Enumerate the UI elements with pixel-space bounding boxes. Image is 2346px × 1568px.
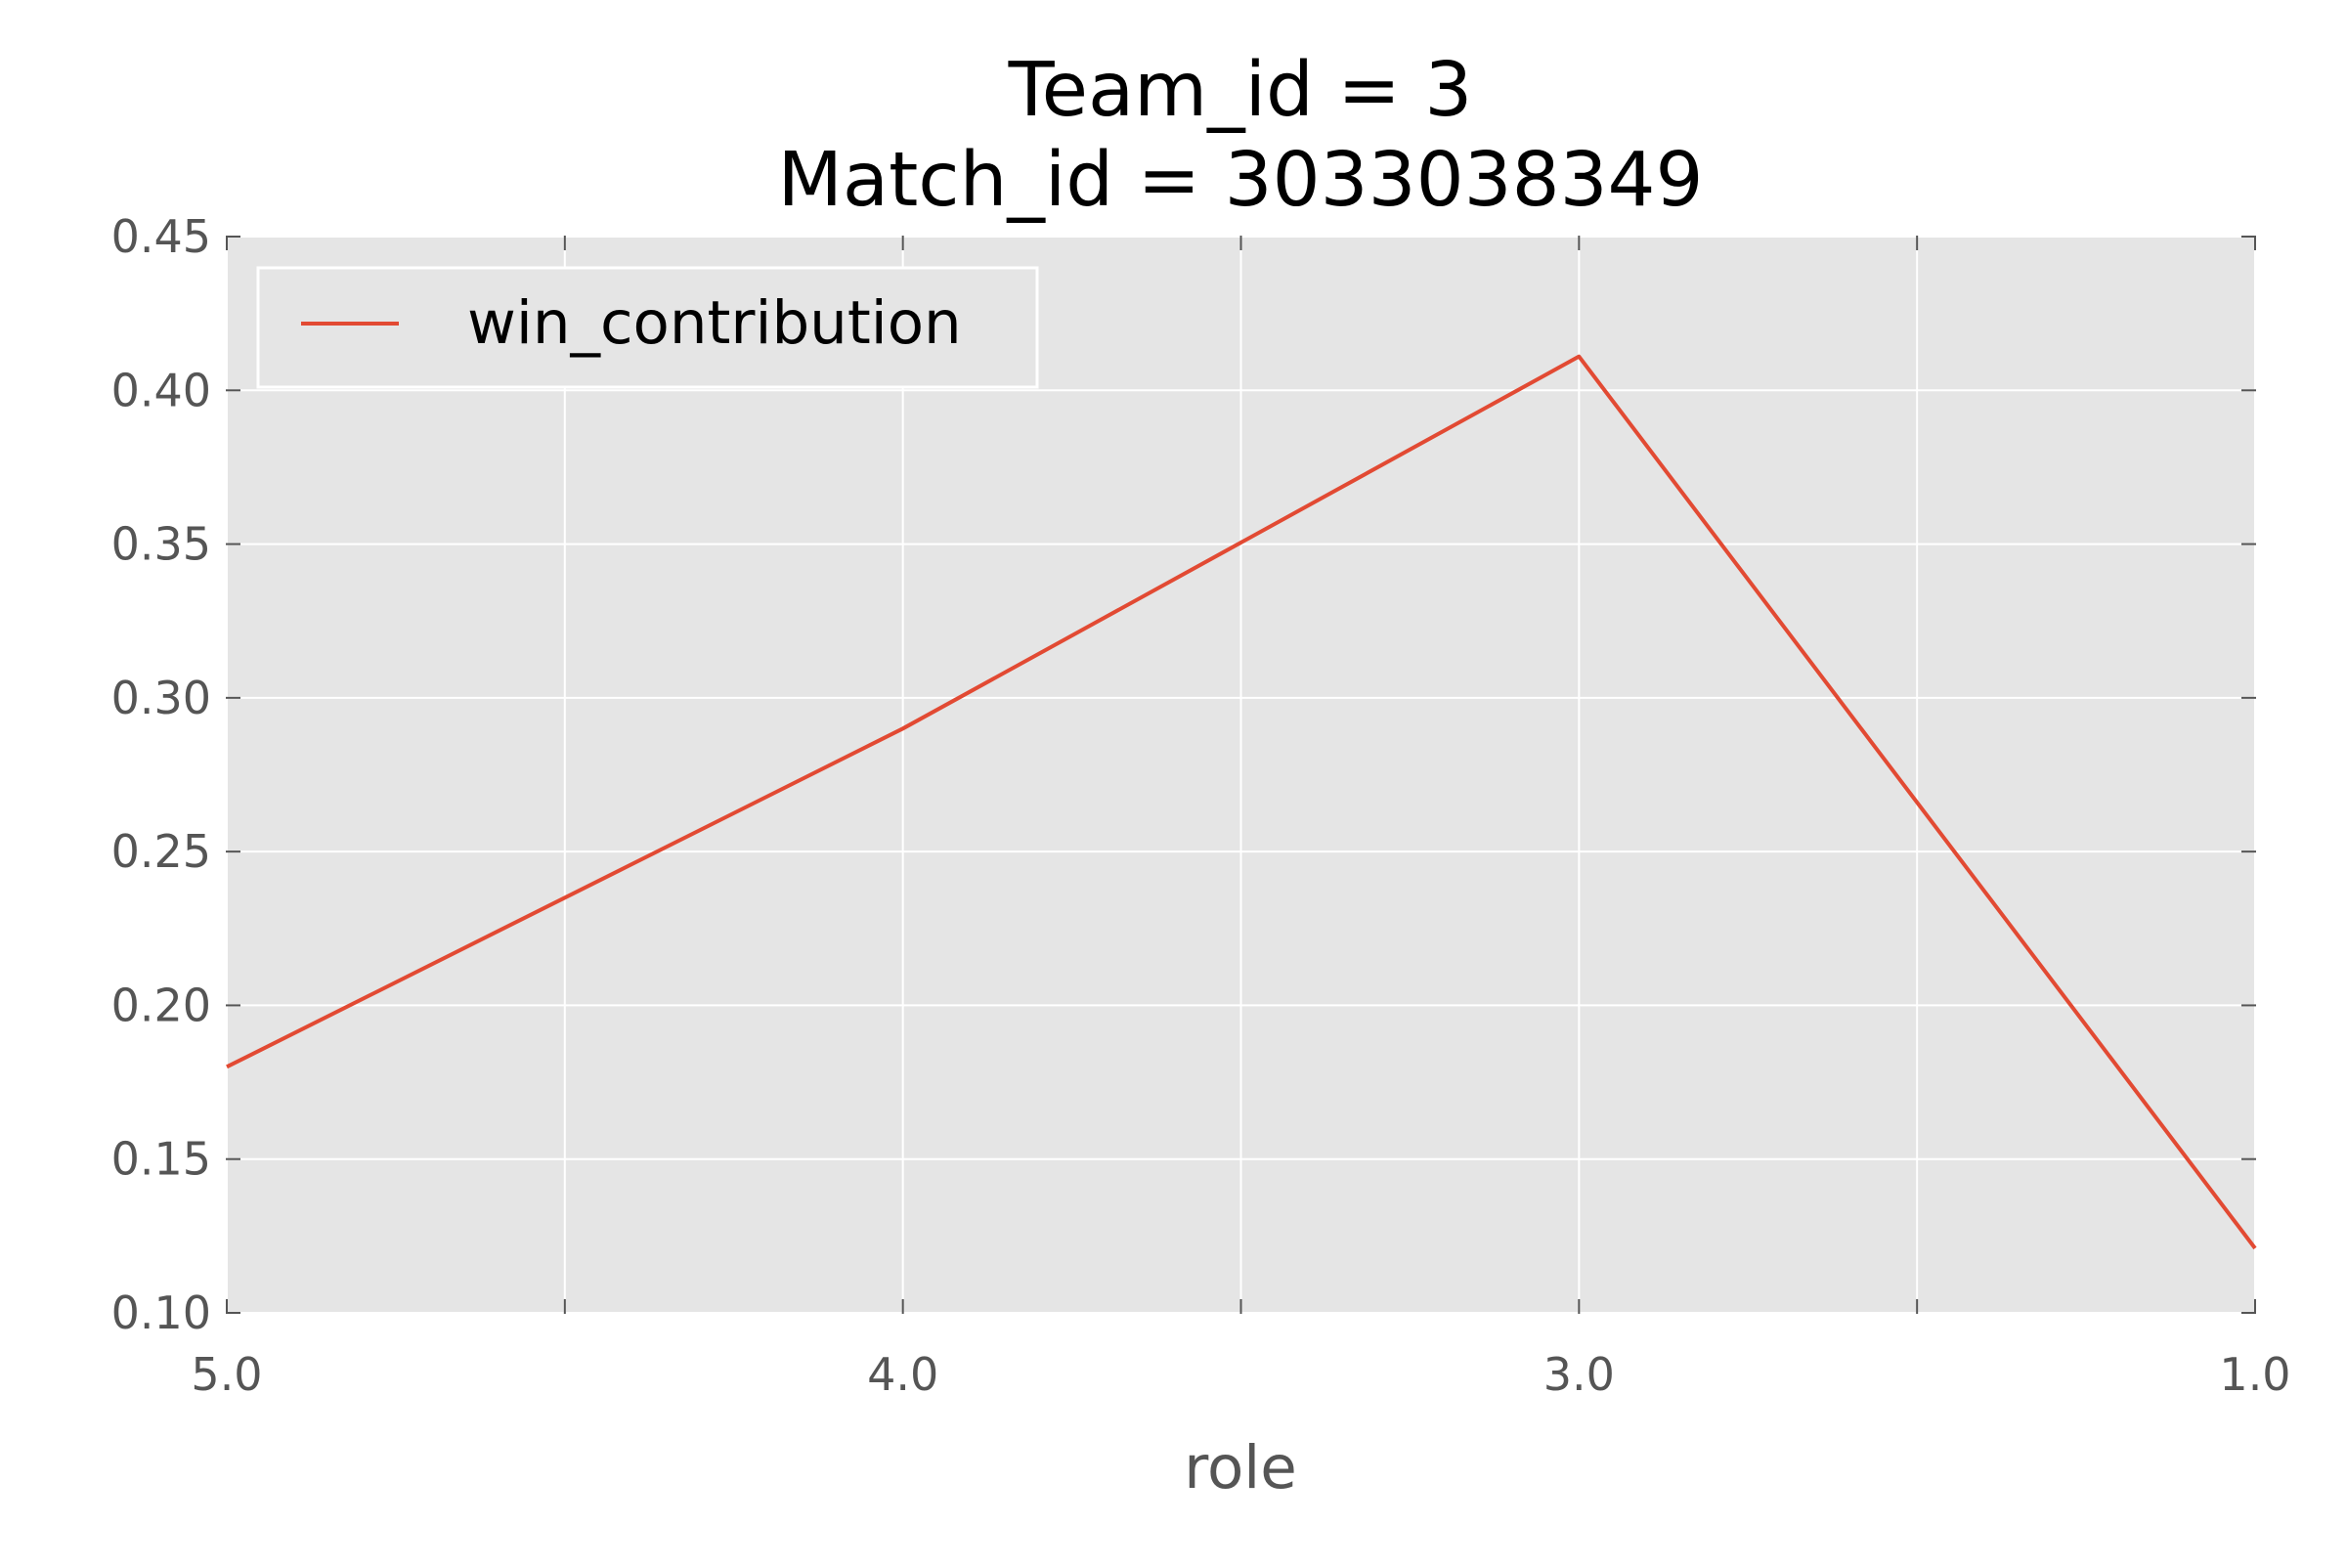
y-tick-label: 0.25 bbox=[111, 825, 211, 878]
y-tick-label: 0.20 bbox=[111, 979, 211, 1031]
series bbox=[226, 354, 2257, 1250]
y-tick-label: 0.30 bbox=[111, 672, 211, 724]
x-tick-label: 5.0 bbox=[191, 1348, 262, 1401]
x-tick-label: 4.0 bbox=[867, 1348, 938, 1401]
y-tick-label: 0.35 bbox=[111, 518, 211, 571]
x-axis-tick-labels: 5.0 4.0 3.0 1.0 bbox=[191, 1348, 2290, 1401]
series-line bbox=[226, 354, 2257, 1250]
x-tick-label: 3.0 bbox=[1543, 1348, 1615, 1401]
legend: win_contribution bbox=[256, 266, 1039, 389]
y-tick-label: 0.10 bbox=[111, 1286, 211, 1339]
x-axis-label: role bbox=[1184, 1433, 1297, 1503]
y-tick-label: 0.45 bbox=[111, 210, 211, 263]
x-tick-label: 1.0 bbox=[2219, 1348, 2290, 1401]
chart-title-line-2: Match_id = 3033038349 bbox=[777, 137, 1703, 224]
legend-label: win_contribution bbox=[467, 288, 962, 358]
y-tick-label: 0.15 bbox=[111, 1133, 211, 1186]
axis-ticks bbox=[226, 236, 2256, 1314]
y-axis-tick-labels: 0.10 0.15 0.20 0.25 0.30 0.35 0.40 0.45 bbox=[111, 210, 211, 1339]
y-tick-label: 0.40 bbox=[111, 364, 211, 416]
legend-box bbox=[256, 266, 1039, 389]
chart-title-line-1: Team_id = 3 bbox=[1008, 47, 1473, 134]
